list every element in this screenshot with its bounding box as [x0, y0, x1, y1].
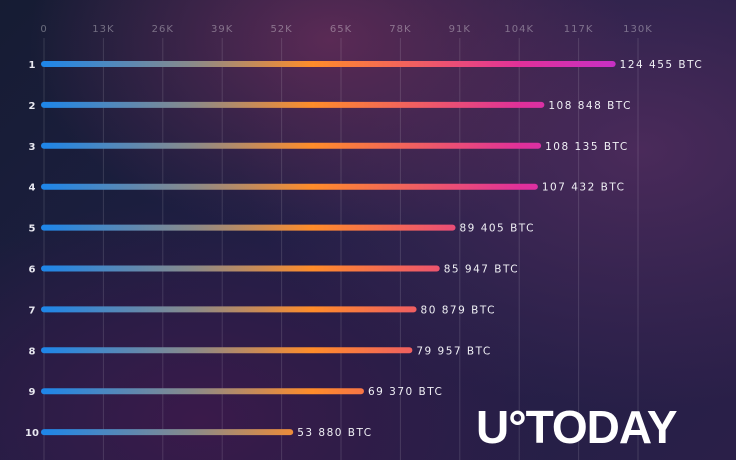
category-label: 3 — [29, 142, 36, 153]
category-label: 9 — [29, 387, 36, 398]
x-tick-label: 13K — [92, 24, 114, 35]
data-label: 89 405 BTC — [460, 223, 535, 235]
category-label: 4 — [29, 183, 36, 194]
category-label: 5 — [29, 224, 36, 235]
category-label: 6 — [29, 265, 36, 276]
data-label: 107 432 BTC — [542, 182, 626, 194]
data-label: 108 135 BTC — [545, 141, 629, 153]
category-label: 2 — [29, 101, 36, 112]
x-tick-label: 65K — [330, 24, 352, 35]
data-label: 80 879 BTC — [421, 304, 496, 316]
data-label: 69 370 BTC — [368, 386, 443, 398]
data-label: 124 455 BTC — [620, 59, 704, 71]
x-tick-label: 26K — [152, 24, 174, 35]
x-tick-label: 39K — [211, 24, 233, 35]
x-tick-label: 0 — [40, 24, 47, 35]
category-label: 8 — [29, 346, 36, 357]
data-label: 108 848 BTC — [548, 100, 632, 112]
utoday-logo: U°TODAY — [476, 401, 678, 453]
category-label: 1 — [29, 60, 36, 71]
x-tick-label: 52K — [270, 24, 292, 35]
x-tick-label: 104K — [504, 24, 534, 35]
category-label: 10 — [25, 428, 39, 439]
data-label: 53 880 BTC — [297, 427, 372, 439]
x-tick-label: 78K — [389, 24, 411, 35]
data-label: 85 947 BTC — [444, 264, 519, 276]
x-tick-label: 91K — [449, 24, 471, 35]
data-label: 79 957 BTC — [416, 345, 491, 357]
category-label: 7 — [29, 305, 36, 316]
x-tick-label: 117K — [564, 24, 594, 35]
x-tick-label: 130K — [623, 24, 653, 35]
